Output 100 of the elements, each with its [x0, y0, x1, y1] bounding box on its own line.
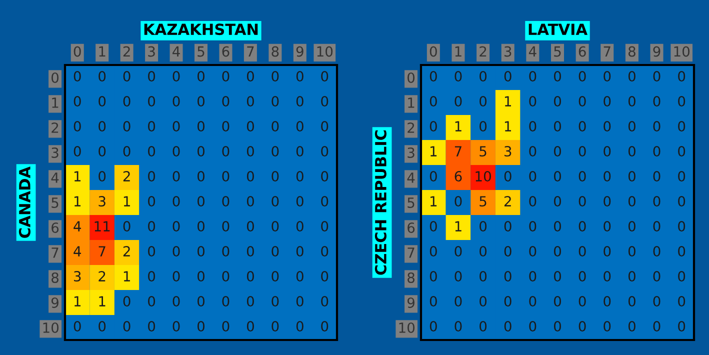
- data-label: 0: [172, 271, 180, 282]
- data-label: 0: [578, 296, 586, 307]
- data-label: 0: [454, 246, 462, 257]
- data-label: 0: [172, 196, 180, 207]
- y-tick-label: 9: [51, 297, 58, 308]
- data-label: 0: [197, 96, 204, 107]
- data-label: 1: [504, 121, 511, 132]
- data-label: 0: [480, 271, 487, 282]
- data-label: 0: [272, 96, 279, 107]
- data-label: 0: [678, 296, 686, 307]
- data-label: 0: [321, 71, 328, 82]
- x-tick-label: 9: [653, 46, 660, 57]
- data-label: 0: [272, 296, 279, 307]
- data-label: 0: [678, 71, 686, 82]
- data-label: 2: [123, 246, 130, 256]
- data-label: 0: [272, 171, 279, 182]
- data-label: 0: [321, 96, 328, 107]
- data-label: 0: [74, 71, 81, 82]
- data-label: 0: [222, 196, 230, 207]
- data-label: 0: [272, 221, 279, 232]
- data-label: 0: [653, 221, 660, 232]
- y-tick-label: 1: [52, 98, 58, 108]
- data-label: 0: [529, 121, 536, 132]
- y-tick-label: 5: [408, 198, 414, 208]
- data-label: 0: [272, 271, 279, 282]
- data-label: 0: [430, 71, 437, 82]
- data-label: 0: [604, 321, 611, 332]
- x-tick-label: 2: [480, 46, 486, 57]
- data-label: 0: [454, 71, 462, 82]
- x-axis-title: LATVIA: [528, 24, 588, 35]
- x-tick-label: 10: [317, 46, 333, 57]
- data-label: 0: [628, 296, 636, 307]
- data-label: 11: [94, 221, 110, 232]
- data-label: 0: [480, 71, 487, 82]
- data-label: 0: [529, 71, 536, 82]
- y-tick-label: 0: [408, 72, 415, 83]
- data-label: 0: [578, 221, 586, 232]
- data-label: 0: [148, 96, 156, 107]
- data-label: 0: [246, 271, 254, 282]
- data-label: 0: [246, 171, 254, 182]
- data-label: 0: [430, 271, 437, 282]
- data-label: 0: [653, 121, 660, 132]
- data-label: 1: [455, 121, 462, 132]
- data-label: 0: [272, 196, 279, 207]
- data-label: 0: [98, 321, 106, 332]
- data-label: 0: [554, 121, 561, 132]
- data-label: 0: [321, 196, 328, 207]
- data-label: 0: [604, 296, 611, 307]
- data-label: 0: [321, 221, 328, 232]
- data-label: 0: [296, 196, 304, 207]
- data-label: 0: [272, 321, 279, 332]
- data-label: 0: [430, 246, 437, 257]
- y-tick-label: 2: [52, 122, 58, 133]
- data-label: 0: [222, 146, 230, 157]
- data-label: 0: [172, 146, 180, 157]
- y-tick-label: 9: [407, 297, 414, 308]
- data-label: 0: [148, 321, 156, 332]
- data-label: 0: [321, 246, 328, 257]
- y-tick-label: 1: [408, 98, 414, 108]
- y-tick-label: 3: [52, 147, 58, 158]
- data-label: 0: [197, 71, 204, 82]
- data-label: 0: [578, 171, 586, 182]
- data-label: 0: [123, 221, 130, 232]
- data-label: 0: [604, 221, 611, 232]
- data-label: 0: [272, 146, 279, 157]
- data-label: 0: [296, 96, 304, 107]
- data-label: 5: [480, 146, 486, 157]
- x-tick-label: 0: [430, 46, 437, 57]
- data-label: 0: [197, 146, 204, 157]
- data-label: 0: [578, 146, 586, 157]
- data-label: 0: [628, 146, 636, 157]
- data-label: 0: [653, 321, 660, 332]
- data-label: 1: [430, 196, 437, 206]
- data-label: 0: [430, 221, 437, 232]
- y-tick-label: 3: [408, 147, 414, 158]
- x-tick-label: 0: [74, 46, 81, 57]
- data-label: 0: [578, 321, 586, 332]
- data-label: 0: [98, 96, 106, 107]
- data-label: 0: [480, 96, 487, 107]
- y-tick-label: 8: [408, 272, 414, 283]
- data-label: 0: [197, 171, 204, 182]
- data-label: 6: [454, 171, 462, 182]
- data-label: 0: [296, 146, 304, 157]
- data-label: 0: [197, 296, 204, 307]
- data-label: 0: [628, 171, 636, 182]
- data-label: 0: [604, 196, 611, 207]
- data-label: 0: [554, 71, 561, 82]
- data-label: 0: [529, 246, 536, 257]
- data-label: 0: [628, 71, 636, 82]
- data-label: 0: [454, 196, 462, 207]
- data-label: 0: [653, 171, 660, 182]
- data-label: 0: [148, 146, 156, 157]
- data-label: 0: [172, 296, 180, 307]
- data-label: 0: [74, 96, 81, 107]
- data-label: 0: [578, 71, 586, 82]
- data-label: 0: [554, 171, 561, 182]
- data-label: 0: [678, 121, 686, 132]
- data-label: 0: [197, 271, 204, 282]
- data-label: 0: [246, 296, 254, 307]
- data-label: 0: [321, 171, 328, 182]
